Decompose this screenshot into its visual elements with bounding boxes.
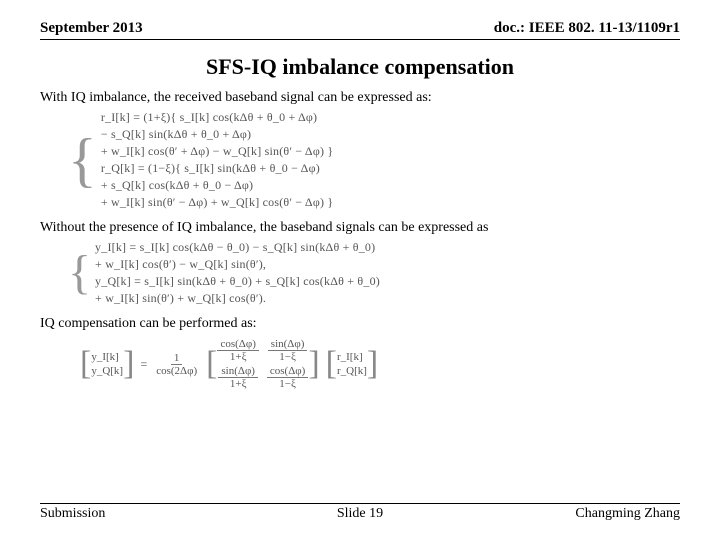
footer: Submission Slide 19 Changming Zhang <box>40 503 680 522</box>
header: September 2013 doc.: IEEE 802. 11-13/110… <box>40 20 680 40</box>
y-vector: [ y_I[k] y_Q[k] ] <box>80 350 134 377</box>
eq1-line4: r_Q[k] = (1−ξ){ s_I[k] sin(kΔθ + θ_0 − Δ… <box>101 161 334 176</box>
left-brace-icon: { <box>68 253 91 294</box>
equation-block-2: { y_I[k] = s_I[k] cos(kΔθ − θ_0) − s_Q[k… <box>68 240 680 306</box>
page-title: SFS-IQ imbalance compensation <box>40 54 680 80</box>
eq2-line3: y_Q[k] = s_I[k] sin(kΔθ + θ_0) + s_Q[k] … <box>95 274 380 289</box>
eq1-line3: + w_I[k] cos(θ′ + Δφ) − w_Q[k] sin(θ′ − … <box>101 144 334 159</box>
header-doc: doc.: IEEE 802. 11-13/1109r1 <box>494 20 680 37</box>
eq1-line6: + w_I[k] sin(θ′ − Δφ) + w_Q[k] cos(θ′ − … <box>101 195 334 210</box>
r-vector: [ r_I[k] r_Q[k] ] <box>326 350 379 377</box>
scalar-fraction: 1 cos(2Δφ) <box>153 352 200 377</box>
y-vector-1: y_I[k] <box>91 351 123 363</box>
eq2-line4: + w_I[k] sin(θ′) + w_Q[k] cos(θ′). <box>95 291 380 306</box>
para-1: With IQ imbalance, the received baseband… <box>40 90 680 106</box>
y-vector-2: y_Q[k] <box>91 365 123 377</box>
equals-sign: = <box>140 357 147 372</box>
eq2-line1: y_I[k] = s_I[k] cos(kΔθ − θ_0) − s_Q[k] … <box>95 240 380 255</box>
eq1-line1: r_I[k] = (1+ξ){ s_I[k] cos(kΔθ + θ_0 + Δ… <box>101 110 334 125</box>
compensation-equation: [ y_I[k] y_Q[k] ] = 1 cos(2Δφ) [ cos(Δφ)… <box>80 338 680 390</box>
r-vector-1: r_I[k] <box>337 351 367 363</box>
equation-block-1: { r_I[k] = (1+ξ){ s_I[k] cos(kΔθ + θ_0 +… <box>68 110 680 210</box>
left-brace-icon: { <box>68 135 97 186</box>
para-2: Without the presence of IQ imbalance, th… <box>40 220 680 236</box>
header-date: September 2013 <box>40 20 143 37</box>
eq2-line2: + w_I[k] cos(θ′) − w_Q[k] sin(θ′), <box>95 257 380 272</box>
r-vector-2: r_Q[k] <box>337 365 367 377</box>
eq1-line2: − s_Q[k] sin(kΔθ + θ_0 + Δφ) <box>101 127 334 142</box>
footer-slide-number: Slide 19 <box>40 506 680 522</box>
para-3: IQ compensation can be performed as: <box>40 316 680 332</box>
rotation-matrix: [ cos(Δφ)1+ξ sin(Δφ)1−ξ sin(Δφ)1+ξ cos(Δ… <box>206 338 320 390</box>
eq1-line5: + s_Q[k] cos(kΔθ + θ_0 − Δφ) <box>101 178 334 193</box>
